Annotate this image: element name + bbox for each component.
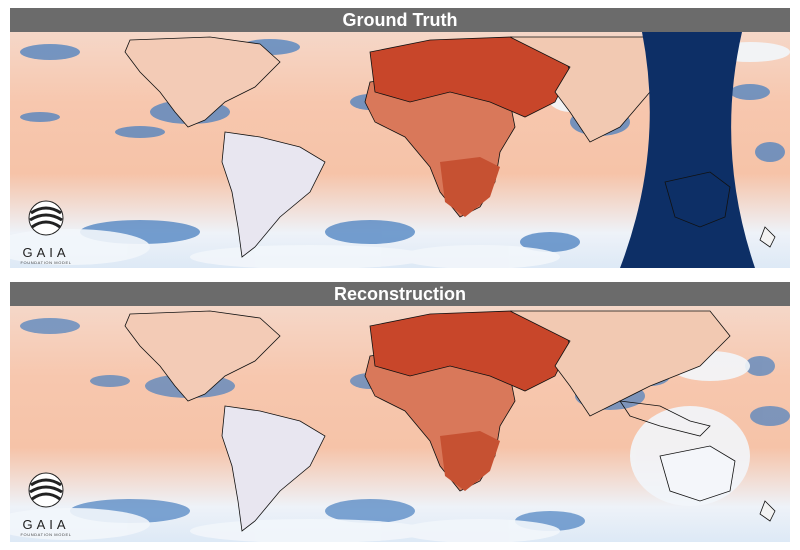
sahara-arabia	[369, 36, 571, 118]
panel-title: Ground Truth	[10, 8, 790, 32]
south-america	[221, 405, 326, 532]
gaia-logo-icon	[28, 200, 64, 236]
reconstruction-map	[10, 306, 790, 542]
new-zealand	[759, 500, 776, 522]
southern-africa-hot	[440, 157, 500, 217]
south-america	[221, 131, 326, 258]
logo-tagline: FOUNDATION MODEL	[20, 260, 72, 265]
panel-reconstruction: Reconstruction	[10, 282, 790, 542]
north-america	[124, 310, 281, 402]
missing-data-band	[620, 32, 755, 268]
new-zealand	[759, 226, 776, 248]
panel-ground-truth: Ground Truth	[10, 8, 790, 268]
logo-wordmark: GAIA	[22, 245, 70, 260]
gaia-logo-icon	[28, 472, 64, 508]
gaia-logo: GAIA FOUNDATION MODEL	[16, 470, 76, 537]
southern-africa-hot	[440, 431, 500, 491]
logo-wordmark: GAIA	[22, 517, 70, 532]
gaia-logo: GAIA FOUNDATION MODEL	[16, 198, 76, 265]
north-america	[124, 36, 281, 128]
australia	[664, 171, 731, 228]
logo-tagline: FOUNDATION MODEL	[20, 532, 72, 537]
southeast-asia	[619, 400, 711, 437]
sahara-arabia	[369, 310, 571, 392]
panel-title: Reconstruction	[10, 282, 790, 306]
australia	[659, 445, 736, 502]
ground-truth-map	[10, 32, 790, 268]
